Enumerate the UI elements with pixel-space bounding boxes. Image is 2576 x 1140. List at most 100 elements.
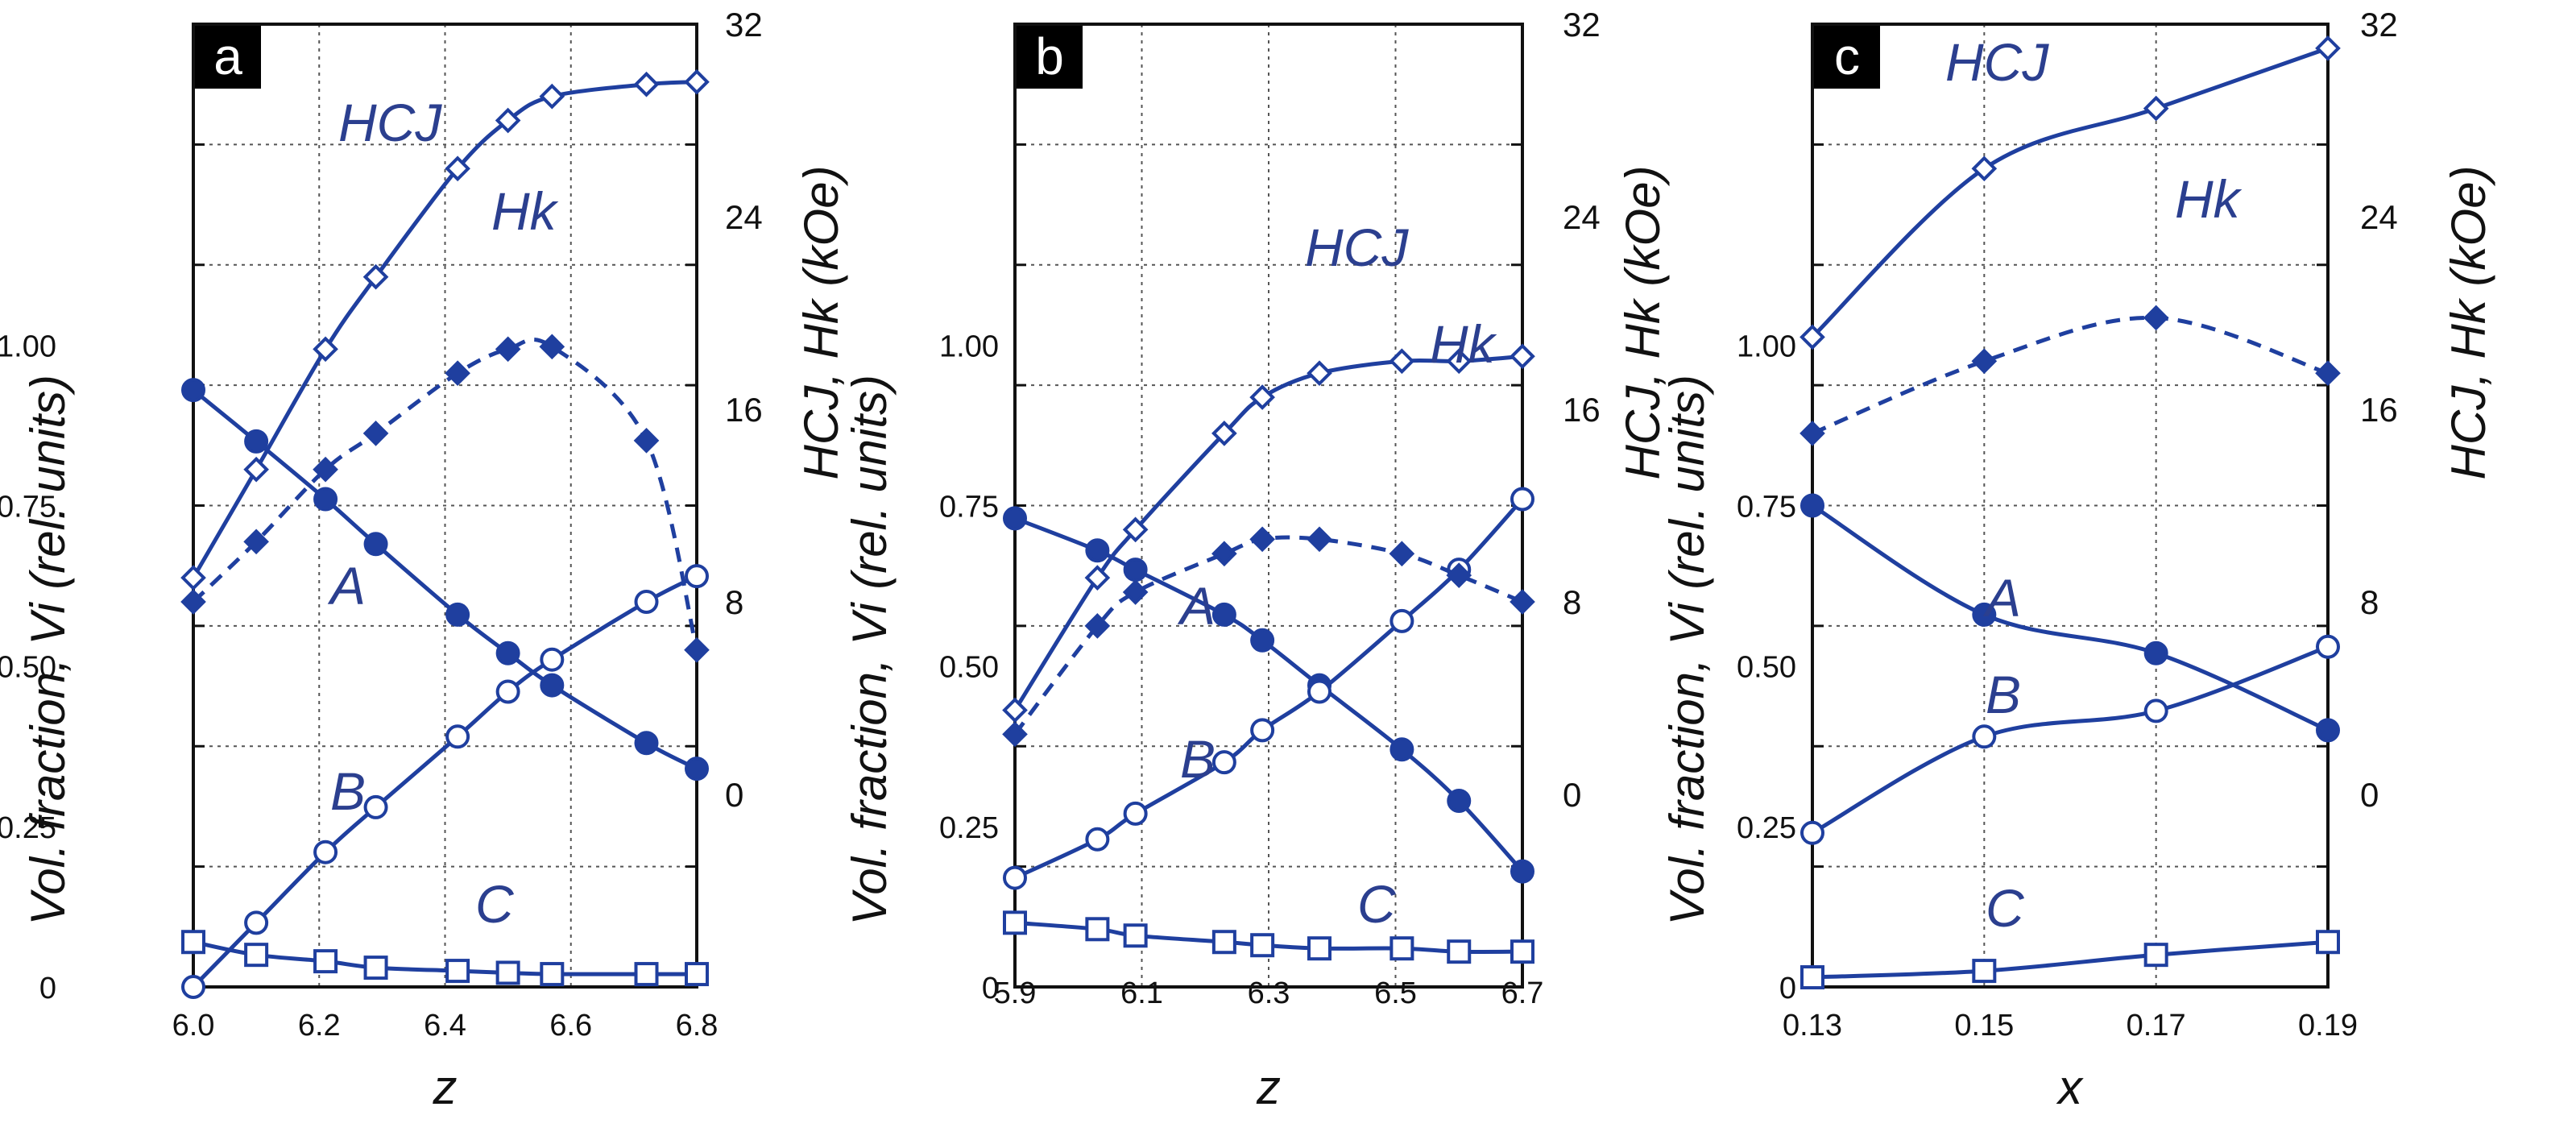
y-left-tick-label: 0.75	[939, 491, 999, 524]
data-point-A	[2316, 718, 2340, 743]
data-point-HCJ	[1122, 516, 1149, 543]
y-right-tick-label: 0	[1563, 776, 1581, 814]
panel-letter: b	[1035, 27, 1064, 85]
curve-label-C: C	[1357, 874, 1397, 934]
x-tick-label: 6.6	[549, 1009, 592, 1043]
panel-c: c 0.13 0.15 0.17 0.19 0 0.25 0.50 0.75 1.00 0 8 16 24…	[1660, 6, 2495, 1114]
y-right-tick-label: 8	[2360, 583, 2379, 621]
x-axis-title: x	[2056, 1060, 2084, 1114]
data-point-B	[2143, 699, 2168, 723]
data-point-A	[685, 757, 709, 781]
x-axis-title: z	[433, 1060, 458, 1114]
data-point-HCJ	[2143, 95, 2169, 122]
series-Hk-a	[180, 334, 710, 663]
y-right-axis-title: HCJ, Hk (kOe)	[1616, 165, 1670, 479]
data-point-A	[1800, 493, 1824, 518]
y-right-tick-label: 16	[725, 391, 763, 429]
y-left-tick-label: 0	[39, 972, 56, 1005]
data-point-Hk	[445, 360, 470, 387]
series-line-A	[1811, 504, 2330, 732]
data-point-C	[495, 960, 520, 985]
series-HCJ-c	[1799, 35, 2341, 350]
panel-badge	[1017, 26, 1083, 89]
data-point-C	[1510, 939, 1534, 964]
curve-label-HCJ: HCJ	[338, 93, 442, 152]
data-point-Hk	[1389, 541, 1415, 567]
data-point-C	[1085, 917, 1110, 942]
data-point-B	[1085, 827, 1110, 852]
series-line-B	[1811, 645, 2329, 835]
y-left-tick-label: 1.00	[939, 330, 999, 363]
data-point-HCJ	[313, 336, 338, 363]
x-tick-label: 6.1	[1120, 976, 1163, 1010]
data-point-HCJ	[633, 71, 660, 97]
panel-badge	[1814, 26, 1880, 89]
y-left-tick-label: 0.25	[0, 811, 56, 845]
y-left-tick-label: 1.00	[1737, 330, 1796, 363]
data-point-Hk	[313, 456, 338, 483]
data-point-B	[1307, 679, 1331, 704]
data-point-Hk	[2315, 360, 2341, 387]
y-left-tick-label: 1.00	[0, 330, 56, 363]
data-point-B	[244, 910, 269, 935]
data-point-Hk	[1971, 348, 1998, 375]
y-left-tick-label: 0	[982, 972, 999, 1005]
curve-label-B: B	[1986, 665, 2021, 724]
data-point-Hk	[1446, 562, 1472, 588]
curve-label-B: B	[1180, 729, 1216, 789]
data-point-A	[445, 602, 470, 627]
series-Hk-c	[1799, 305, 2341, 446]
data-point-HCJ	[684, 68, 710, 95]
data-point-HCJ	[1799, 324, 1825, 350]
data-point-A	[363, 532, 388, 557]
curve-label-HCJ: HCJ	[1305, 218, 1409, 277]
series-Hk-b	[1002, 526, 1535, 748]
x-tick-label: 5.9	[994, 976, 1037, 1010]
data-point-Hk	[1307, 526, 1332, 553]
series-line-HCJ	[1811, 46, 2329, 339]
data-point-A	[1389, 737, 1414, 762]
data-point-B	[1972, 724, 1997, 749]
data-point-HCJ	[539, 83, 565, 110]
curve-label-Hk: Hk	[1430, 314, 1497, 374]
y-right-tick-label: 0	[725, 776, 743, 814]
data-point-A	[313, 487, 338, 512]
panel-a: a 6.0 6.2 6.4 6.6 6.8 0 0.25 0.50 0.75 1.00 0 8 16 24 3…	[0, 6, 848, 1114]
y-left-tick-label: 0	[1779, 972, 1796, 1005]
y-left-tick-label: 0.50	[1737, 651, 1796, 685]
data-point-A	[1003, 506, 1027, 531]
series-line-C	[1812, 939, 2329, 980]
data-point-HCJ	[1002, 697, 1028, 723]
data-point-Hk	[1799, 421, 1825, 446]
data-point-Hk	[243, 529, 269, 555]
x-tick-label: 0.19	[2298, 1009, 2358, 1043]
x-axis-title: z	[1256, 1060, 1281, 1114]
data-point-HCJ	[362, 263, 389, 290]
y-right-tick-label: 32	[2360, 6, 2398, 44]
y-left-tick-label: 0.25	[939, 811, 999, 845]
data-point-HCJ	[1389, 348, 1415, 375]
y-right-tick-label: 24	[725, 198, 763, 236]
data-point-C	[363, 956, 388, 980]
data-point-C	[445, 959, 470, 984]
x-tick-label: 6.8	[676, 1009, 719, 1043]
data-point-Hk	[362, 421, 389, 446]
data-point-A	[1250, 628, 1275, 653]
y-left-axis-title: Vol. fraction, Vi (rel. units)	[21, 375, 75, 926]
data-point-Hk	[1122, 579, 1149, 605]
y-left-tick-label: 0.50	[939, 651, 999, 685]
data-point-B	[1389, 608, 1414, 633]
data-point-Hk	[2143, 305, 2169, 331]
series-HCJ-a	[180, 68, 710, 591]
data-point-C	[2143, 943, 2168, 968]
x-tick-label: 0.15	[1954, 1009, 2014, 1043]
x-tick-label: 6.0	[172, 1009, 215, 1043]
data-point-HCJ	[445, 155, 470, 182]
data-point-HCJ	[2315, 35, 2341, 61]
x-tick-label: 6.7	[1501, 976, 1544, 1010]
data-point-B	[1510, 487, 1534, 512]
curve-label-A: A	[1982, 568, 2021, 628]
series-B-a	[181, 564, 709, 999]
data-point-B	[445, 724, 470, 749]
